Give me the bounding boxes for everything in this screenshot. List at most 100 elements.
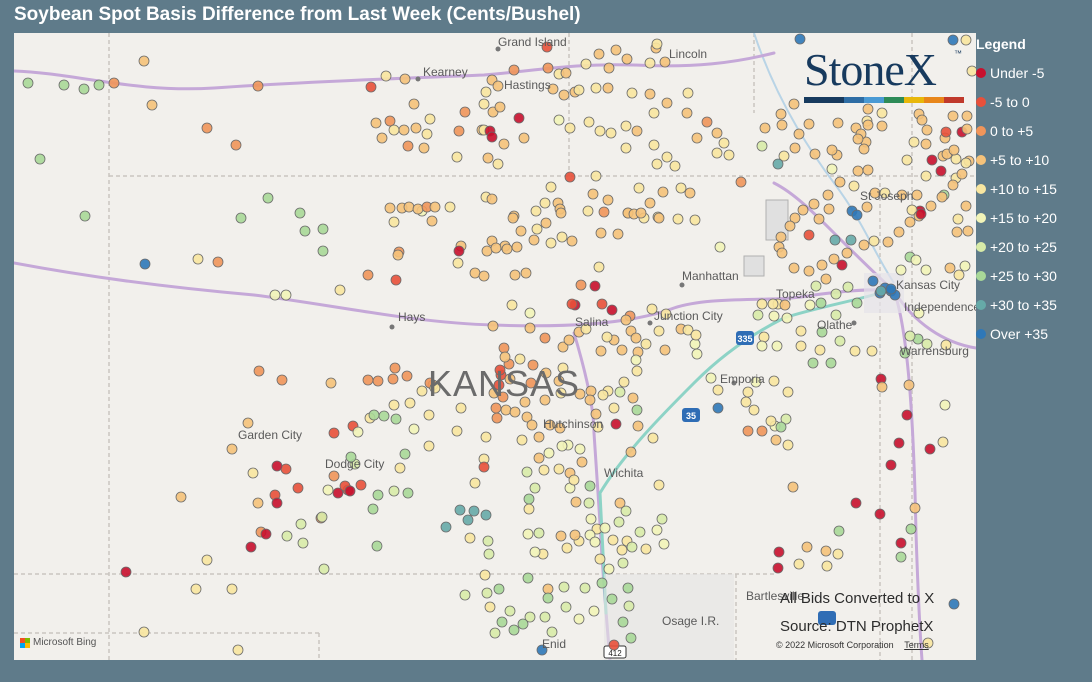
bid-point[interactable]	[776, 247, 788, 259]
bid-point[interactable]	[833, 525, 845, 537]
legend-item[interactable]: +30 to +35	[976, 290, 1092, 319]
bid-point[interactable]	[807, 357, 819, 369]
bid-point[interactable]	[459, 589, 471, 601]
bid-point[interactable]	[242, 417, 254, 429]
bid-point[interactable]	[603, 563, 615, 575]
bid-point[interactable]	[644, 197, 656, 209]
bid-point[interactable]	[691, 348, 703, 360]
bid-point[interactable]	[631, 404, 643, 416]
bid-point[interactable]	[960, 200, 972, 212]
bid-point[interactable]	[789, 142, 801, 154]
bid-point[interactable]	[775, 108, 787, 120]
bid-point[interactable]	[540, 367, 552, 379]
bid-point[interactable]	[767, 298, 779, 310]
bid-point[interactable]	[478, 461, 490, 473]
bid-point[interactable]	[816, 259, 828, 271]
bid-point[interactable]	[956, 168, 968, 180]
bid-point[interactable]	[392, 249, 404, 261]
bid-point[interactable]	[175, 491, 187, 503]
bid-point[interactable]	[635, 207, 647, 219]
bid-point[interactable]	[452, 257, 464, 269]
bid-point[interactable]	[498, 138, 510, 150]
bid-point[interactable]	[575, 279, 587, 291]
bid-point[interactable]	[689, 214, 701, 226]
bid-point[interactable]	[947, 110, 959, 122]
bid-point[interactable]	[816, 326, 828, 338]
bid-point[interactable]	[920, 170, 932, 182]
bid-point[interactable]	[659, 344, 671, 356]
bid-point[interactable]	[557, 362, 569, 374]
bid-point[interactable]	[58, 79, 70, 91]
bid-point[interactable]	[362, 374, 374, 386]
bid-point[interactable]	[625, 446, 637, 458]
bid-point[interactable]	[893, 437, 905, 449]
bid-point[interactable]	[583, 497, 595, 509]
bid-point[interactable]	[640, 543, 652, 555]
legend-item[interactable]: +10 to +15	[976, 174, 1092, 203]
bid-point[interactable]	[252, 80, 264, 92]
bid-point[interactable]	[506, 299, 518, 311]
bid-point[interactable]	[508, 64, 520, 76]
bid-point[interactable]	[201, 554, 213, 566]
bid-point[interactable]	[782, 439, 794, 451]
bid-point[interactable]	[561, 542, 573, 554]
bid-point[interactable]	[940, 126, 952, 138]
bid-point[interactable]	[594, 125, 606, 137]
bid-point[interactable]	[522, 528, 534, 540]
bid-point[interactable]	[481, 587, 493, 599]
bid-point[interactable]	[606, 304, 618, 316]
bid-point[interactable]	[640, 338, 652, 350]
bid-point[interactable]	[758, 331, 770, 343]
bid-point[interactable]	[515, 225, 527, 237]
legend-item[interactable]: +25 to +30	[976, 261, 1092, 290]
bid-point[interactable]	[79, 210, 91, 222]
bid-point[interactable]	[756, 340, 768, 352]
bid-point[interactable]	[681, 107, 693, 119]
bid-point[interactable]	[905, 523, 917, 535]
bid-point[interactable]	[491, 412, 503, 424]
bid-point[interactable]	[492, 158, 504, 170]
bid-point[interactable]	[468, 505, 480, 517]
bid-point[interactable]	[653, 479, 665, 491]
bid-point[interactable]	[742, 386, 754, 398]
bid-point[interactable]	[775, 231, 787, 243]
bid-point[interactable]	[544, 419, 556, 431]
bid-point[interactable]	[566, 298, 578, 310]
bid-point[interactable]	[608, 402, 620, 414]
bid-point[interactable]	[595, 227, 607, 239]
bid-point[interactable]	[522, 572, 534, 584]
bid-point[interactable]	[908, 136, 920, 148]
bid-point[interactable]	[370, 117, 382, 129]
bid-point[interactable]	[479, 569, 491, 581]
bid-point[interactable]	[553, 463, 565, 475]
bid-point[interactable]	[601, 331, 613, 343]
bid-point[interactable]	[620, 505, 632, 517]
bid-point[interactable]	[352, 426, 364, 438]
bid-point[interactable]	[384, 115, 396, 127]
bid-point[interactable]	[661, 97, 673, 109]
bid-point[interactable]	[622, 582, 634, 594]
bid-point[interactable]	[226, 443, 238, 455]
bid-point[interactable]	[478, 98, 490, 110]
bid-point[interactable]	[899, 347, 911, 359]
bid-point[interactable]	[614, 386, 626, 398]
bid-point[interactable]	[245, 541, 257, 553]
bid-point[interactable]	[531, 223, 543, 235]
bid-point[interactable]	[362, 269, 374, 281]
bid-point[interactable]	[841, 247, 853, 259]
legend-item[interactable]: 0 to +5	[976, 116, 1092, 145]
bid-point[interactable]	[556, 440, 568, 452]
bid-point[interactable]	[201, 122, 213, 134]
bid-point[interactable]	[408, 98, 420, 110]
bid-point[interactable]	[815, 297, 827, 309]
bid-point[interactable]	[617, 557, 629, 569]
bid-point[interactable]	[410, 122, 422, 134]
bid-point[interactable]	[735, 176, 747, 188]
bid-point[interactable]	[782, 386, 794, 398]
bid-point[interactable]	[590, 82, 602, 94]
bid-point[interactable]	[842, 281, 854, 293]
bid-point[interactable]	[962, 225, 974, 237]
bid-point[interactable]	[192, 253, 204, 265]
bid-point[interactable]	[803, 265, 815, 277]
bid-point[interactable]	[402, 487, 414, 499]
